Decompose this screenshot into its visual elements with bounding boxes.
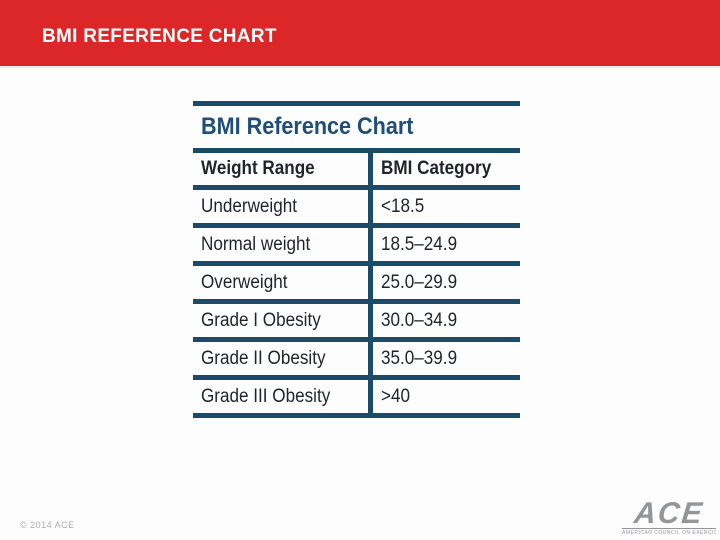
cell-category: Overweight [201, 271, 288, 293]
table-row: Underweight <18.5 [193, 187, 520, 228]
ace-logo-tagline: AMERICAN COUNCIL ON EXERCISE® [622, 528, 716, 536]
table-header-row: Weight Range BMI Category [193, 150, 520, 190]
bmi-table: BMI Reference Chart Weight Range BMI Cat… [193, 101, 520, 418]
bmi-reference-table: BMI Reference Chart Weight Range BMI Cat… [193, 101, 520, 418]
ace-logo-text: ACE [632, 497, 706, 530]
table-row: Overweight 25.0–29.9 [193, 263, 520, 304]
table-row: Grade I Obesity 30.0–34.9 [193, 301, 520, 342]
table-title: BMI Reference Chart [201, 113, 414, 140]
table-row: Grade II Obesity 35.0–39.9 [193, 339, 520, 380]
cell-range: >40 [381, 385, 411, 407]
ace-logo: ACE AMERICAN COUNCIL ON EXERCISE® [622, 497, 716, 536]
cell-range: 30.0–34.9 [381, 309, 458, 331]
copyright-text: © 2014 ACE [20, 520, 75, 530]
cell-range: 35.0–39.9 [381, 347, 458, 369]
cell-category: Grade III Obesity [201, 385, 331, 407]
column-header-weight-range: Weight Range [201, 158, 315, 179]
cell-category: Grade II Obesity [201, 347, 326, 369]
cell-range: <18.5 [381, 195, 425, 217]
cell-category: Grade I Obesity [201, 309, 321, 331]
slide-title: BMI REFERENCE CHART [42, 26, 277, 47]
cell-range: 18.5–24.9 [381, 233, 458, 255]
table-row: Normal weight 18.5–24.9 [193, 225, 520, 266]
cell-range: 25.0–29.9 [381, 271, 458, 293]
cell-category: Underweight [201, 195, 298, 217]
cell-category: Normal weight [201, 233, 311, 255]
table-title-row: BMI Reference Chart [193, 101, 520, 153]
table-row: Grade III Obesity >40 [193, 377, 520, 418]
column-header-bmi-category: BMI Category [381, 158, 492, 179]
slide-header-band: BMI REFERENCE CHART [0, 0, 720, 68]
